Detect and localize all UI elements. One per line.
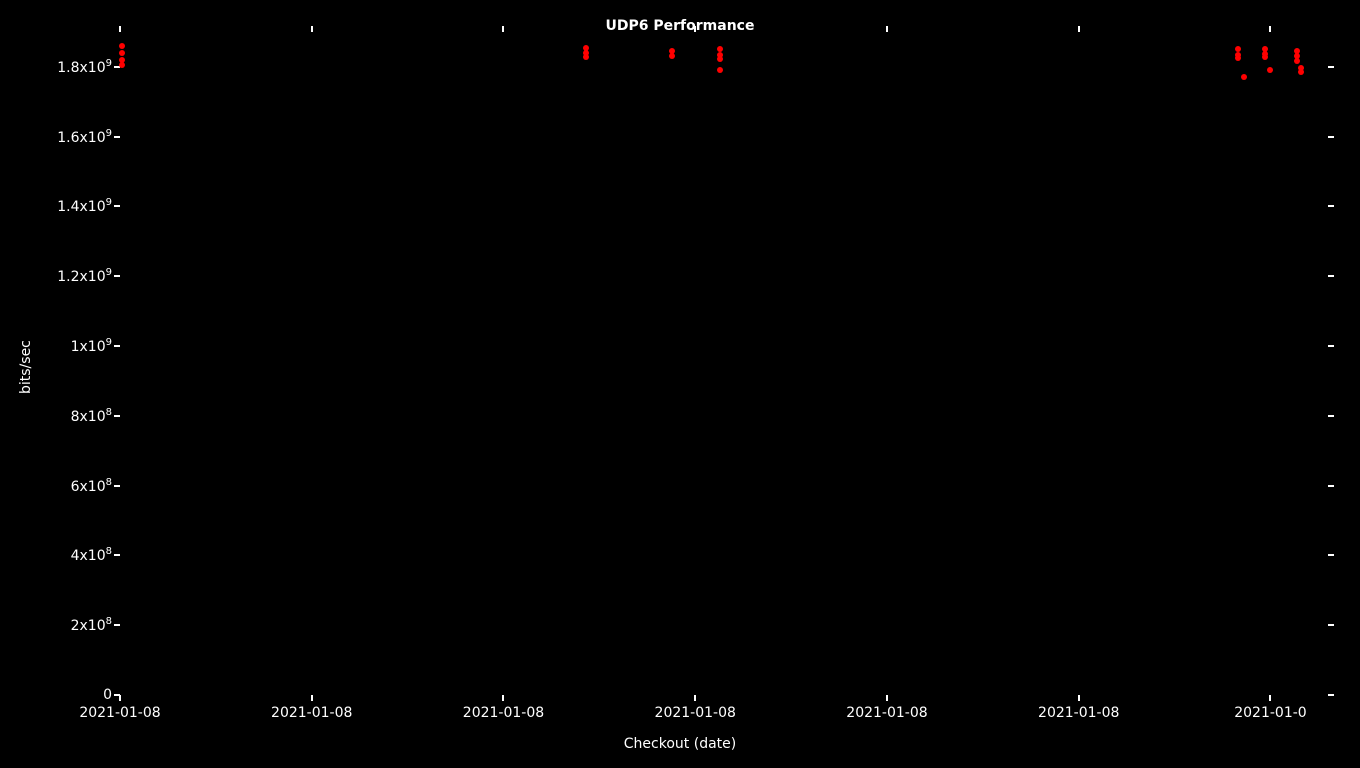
data-point [669, 53, 675, 59]
data-point [1241, 74, 1247, 80]
ytick-label: 1.2x109 [57, 267, 112, 285]
plot-area: 02x1084x1086x1088x1081x1091.2x1091.4x109… [120, 32, 1328, 695]
data-point [1294, 58, 1300, 64]
ytick-mark [114, 624, 120, 626]
xtick-mark [1078, 695, 1080, 701]
ytick-mark [114, 554, 120, 556]
xtick-mark [502, 695, 504, 701]
ytick-label: 1.4x109 [57, 198, 112, 216]
xtick-mark [1078, 26, 1080, 32]
ytick-label: 1.8x109 [57, 58, 112, 76]
ytick-mark [1328, 275, 1334, 277]
ytick-label: 1.6x109 [57, 128, 112, 146]
ytick-mark [1328, 485, 1334, 487]
xtick-mark [694, 695, 696, 701]
data-point [717, 67, 723, 73]
ytick-label: 8x108 [71, 407, 112, 425]
ytick-mark [114, 275, 120, 277]
xtick-mark [502, 26, 504, 32]
xtick-mark [1269, 26, 1271, 32]
xtick-label: 2021-01-08 [655, 705, 736, 721]
xtick-label: 2021-01-08 [79, 705, 160, 721]
ytick-mark [114, 415, 120, 417]
xtick-mark [119, 26, 121, 32]
xtick-label: 2021-01-08 [271, 705, 352, 721]
data-point [583, 54, 589, 60]
xtick-mark [311, 695, 313, 701]
ytick-mark [1328, 345, 1334, 347]
data-point [119, 50, 125, 56]
xtick-mark [694, 26, 696, 32]
ytick-label: 1x109 [71, 337, 112, 355]
data-point [119, 43, 125, 49]
ytick-mark [114, 485, 120, 487]
ytick-mark [1328, 205, 1334, 207]
xtick-mark [886, 26, 888, 32]
data-point [1262, 54, 1268, 60]
data-point [717, 56, 723, 62]
xtick-label: 2021-01-08 [846, 705, 927, 721]
xtick-label: 2021-01-08 [463, 705, 544, 721]
y-axis-label: bits/sec [18, 340, 34, 394]
data-point [119, 62, 125, 68]
chart-container: UDP6 Performance bits/sec Checkout (date… [0, 0, 1360, 768]
data-point [1267, 67, 1273, 73]
ytick-label: 0 [103, 687, 112, 703]
ytick-mark [1328, 694, 1334, 696]
data-point [1235, 55, 1241, 61]
ytick-mark [1328, 624, 1334, 626]
ytick-mark [1328, 136, 1334, 138]
ytick-label: 4x108 [71, 547, 112, 565]
xtick-mark [119, 695, 121, 701]
ytick-mark [1328, 66, 1334, 68]
xtick-mark [886, 695, 888, 701]
ytick-label: 6x108 [71, 477, 112, 495]
ytick-mark [1328, 415, 1334, 417]
ytick-mark [114, 205, 120, 207]
xtick-label: 2021-01-08 [1038, 705, 1119, 721]
ytick-mark [114, 136, 120, 138]
ytick-mark [1328, 554, 1334, 556]
x-axis-label: Checkout (date) [624, 736, 736, 752]
data-point [1298, 69, 1304, 75]
ytick-label: 2x108 [71, 616, 112, 634]
xtick-mark [1269, 695, 1271, 701]
ytick-mark [114, 345, 120, 347]
xtick-label: 2021-01-0 [1234, 705, 1306, 721]
xtick-mark [311, 26, 313, 32]
